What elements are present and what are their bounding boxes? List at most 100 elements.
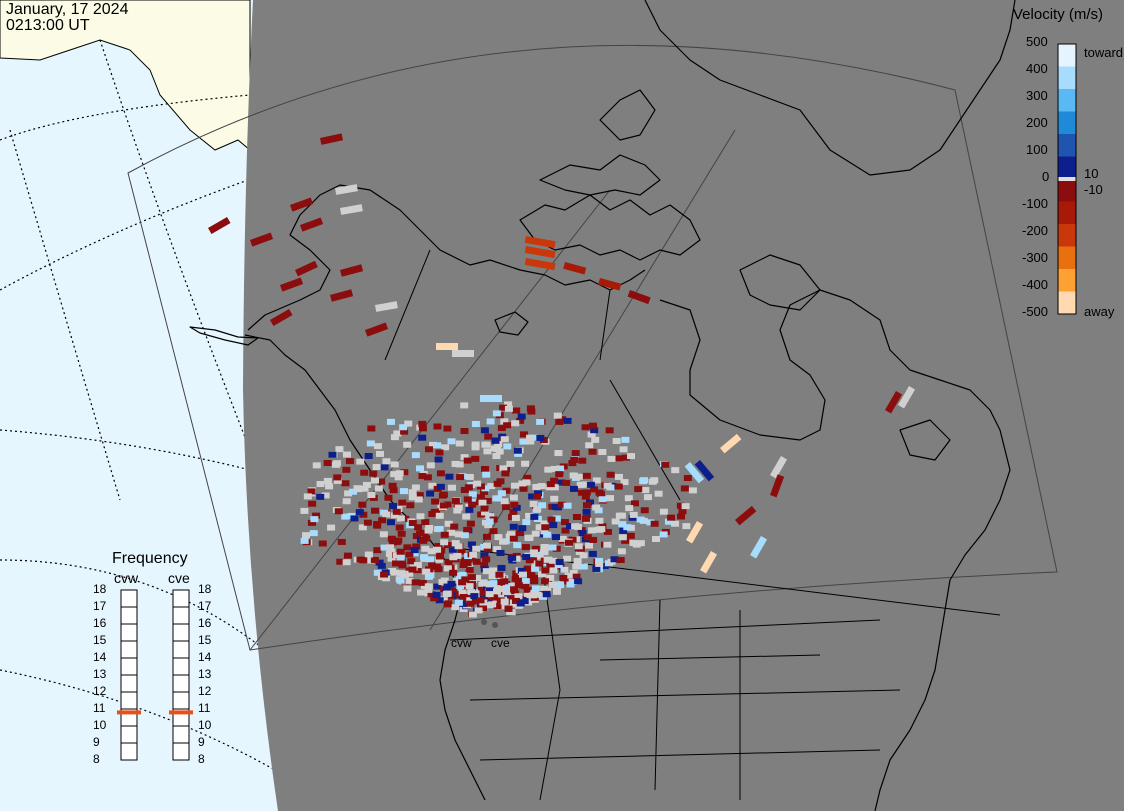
echo-cell — [522, 553, 531, 560]
echo-cell — [434, 456, 443, 463]
echo-cell — [316, 481, 325, 488]
echo-cell — [386, 544, 395, 551]
echo-cell — [489, 580, 498, 587]
echo-cell — [500, 498, 509, 505]
echo-cell — [532, 483, 541, 490]
echo-cell — [397, 530, 406, 537]
echo-cell — [518, 480, 527, 487]
echo-cell — [432, 591, 441, 598]
echo-cell — [483, 498, 492, 505]
echo-cell — [572, 563, 581, 570]
echo-cell — [396, 577, 405, 584]
echo-cell — [490, 594, 499, 601]
colorbar-lowvel-band — [1058, 177, 1076, 181]
echo-cell — [387, 535, 396, 542]
frequency-tick: 14 — [93, 650, 107, 664]
echo-cell — [525, 534, 534, 541]
echo-cell — [552, 545, 561, 552]
echo-cell — [394, 474, 403, 481]
echo-cell — [545, 484, 554, 491]
echo-cell — [318, 540, 327, 547]
echo-cell — [500, 578, 509, 585]
echo-cell — [428, 561, 437, 568]
echo-cell — [525, 557, 534, 564]
echo-cell — [400, 573, 409, 580]
echo-cell — [333, 474, 342, 481]
echo-cell — [374, 485, 383, 492]
frequency-cell — [120, 691, 138, 710]
echo-cell — [474, 607, 483, 614]
echo-cell — [549, 522, 558, 529]
echo-cell — [456, 474, 465, 481]
echo-cell — [470, 593, 479, 600]
echo-cell — [555, 471, 564, 478]
echo-cell — [471, 421, 480, 428]
echo-cell — [542, 591, 551, 598]
colorbar-segment — [1058, 111, 1076, 135]
echo-cell — [395, 470, 404, 477]
echo-cell — [636, 516, 645, 523]
echo-cell — [650, 520, 659, 527]
echo-cell — [617, 548, 626, 555]
echo-cell — [576, 481, 585, 488]
echo-cell — [499, 404, 508, 411]
echo-cell — [333, 460, 342, 467]
echo-cell — [321, 492, 330, 499]
echo-cell — [433, 583, 442, 590]
echo-cell — [460, 454, 469, 461]
echo-cell — [595, 517, 604, 524]
echo-cell — [360, 485, 369, 492]
echo-cell — [307, 488, 316, 495]
echo-cell — [583, 534, 592, 541]
echo-cell — [455, 440, 464, 447]
echo-cell — [328, 451, 337, 458]
echo-cell — [495, 571, 504, 578]
echo-cell — [770, 455, 788, 479]
echo-cell — [530, 513, 539, 520]
echo-cell — [671, 467, 680, 474]
echo-cell — [549, 557, 558, 564]
echo-cell — [302, 532, 311, 539]
echo-cell — [770, 474, 785, 498]
echo-cell — [366, 440, 375, 447]
echo-cell — [514, 582, 523, 589]
echo-cell — [476, 494, 485, 501]
echo-cell — [373, 520, 382, 527]
frequency-cell — [172, 742, 190, 761]
echo-cell — [546, 563, 555, 570]
echo-cell — [336, 558, 345, 565]
echo-cell — [309, 530, 318, 537]
echo-cell — [579, 563, 588, 570]
frequency-cell — [120, 606, 138, 625]
echo-cell — [506, 460, 515, 467]
echo-cell — [563, 502, 572, 509]
frequency-tick: 8 — [198, 752, 205, 766]
echo-cell — [412, 543, 421, 550]
colorbar-segment — [1058, 201, 1076, 225]
echo-cell — [460, 532, 469, 539]
frequency-tick: 10 — [93, 718, 107, 732]
echo-cell — [442, 586, 451, 593]
coastlines — [189, 0, 1016, 811]
echo-cell — [398, 499, 407, 506]
echo-cell — [512, 555, 521, 562]
echo-cell — [363, 519, 372, 526]
frequency-legend — [117, 589, 193, 761]
echo-cell — [555, 418, 564, 425]
echo-cell — [627, 453, 636, 460]
frequency-tick: 11 — [198, 701, 211, 715]
echo-cell — [512, 407, 521, 414]
echo-cell — [659, 508, 668, 515]
echo-cell — [504, 405, 513, 412]
echo-cell — [440, 577, 449, 584]
velocity-tick: 400 — [1026, 61, 1048, 76]
frequency-tick: 12 — [198, 684, 212, 698]
frequency-cell — [172, 725, 190, 744]
cve-radar-site — [492, 622, 498, 628]
echo-cell — [469, 551, 478, 558]
echo-cell — [506, 609, 515, 616]
echo-cell — [504, 605, 513, 612]
echo-cell — [654, 490, 663, 497]
echo-cell — [458, 589, 467, 596]
echo-cell — [898, 385, 916, 409]
